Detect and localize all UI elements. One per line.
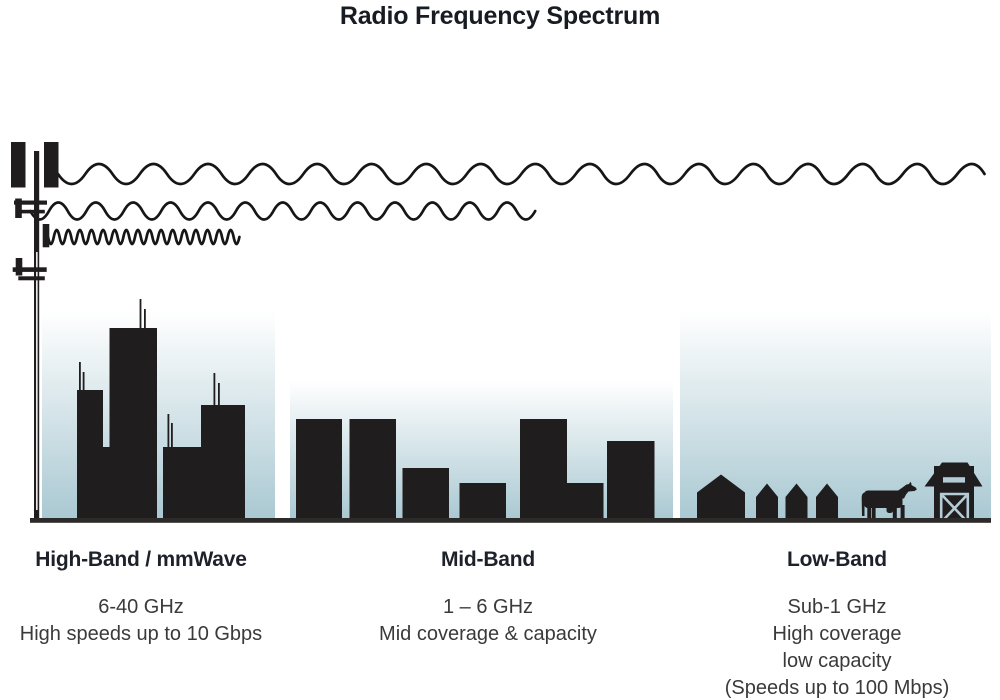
band-name: High-Band / mmWave [35,548,247,571]
houses-icon [697,474,838,521]
band-frequency: Sub-1 GHz [787,596,887,618]
mid-band-medium-wave-icon [28,201,537,221]
high-band-short-wave-icon [46,228,241,246]
band-description: (Speeds up to 100 Mbps) [724,677,950,699]
band-description: High speeds up to 10 Gbps [19,623,263,645]
band-frequency: 6-40 GHz [98,596,184,618]
midrise-buildings-icon [296,419,655,521]
band-frequency: 1 – 6 GHz [442,596,534,618]
skyscraper-skyline-icon [77,299,245,521]
page-title: Radio Frequency Spectrum [339,2,661,30]
band-name: Low-Band [787,548,887,571]
low-band-long-wave-icon [56,162,986,186]
ground-line [30,518,991,523]
barn-icon [924,462,983,523]
mid-band-label-block: Mid-Band 1 – 6 GHz Mid coverage & capaci… [363,549,613,648]
cell-tower-icon [11,142,59,519]
band-description: low capacity [782,650,892,672]
high-band-label-block: High-Band / mmWave 6-40 GHz High speeds … [15,549,267,648]
cow-icon [861,481,917,520]
low-band-label-block: Low-Band Sub-1 GHz High coverage low cap… [700,549,974,700]
band-description: High coverage [772,623,902,645]
band-description: Mid coverage & capacity [379,623,597,645]
band-name: Mid-Band [440,548,536,571]
